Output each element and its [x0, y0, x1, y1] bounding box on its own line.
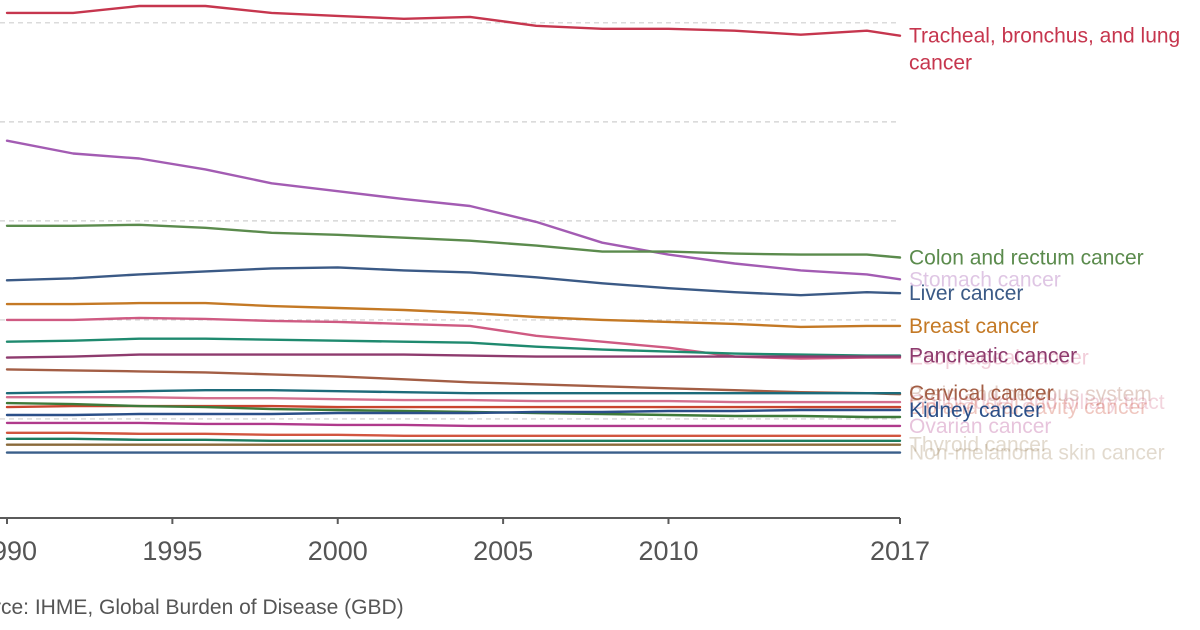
x-tick-label: 2010: [638, 536, 698, 566]
grid-lines: [0, 22, 900, 420]
series-line: [5, 4, 902, 37]
series-line: [5, 396, 902, 404]
series-label: Gallbladder and biliary tract: [909, 391, 1165, 414]
x-tick-label: 2017: [870, 536, 930, 566]
series-line: [5, 301, 902, 329]
series-label: Breast cancer: [909, 315, 1039, 338]
series-line: [5, 316, 902, 360]
series-line: [5, 408, 902, 417]
series-label: Non-melanoma skin cancer: [909, 442, 1165, 465]
series-label: Ovarian cancer: [909, 415, 1051, 438]
x-tick-label: 1990: [0, 536, 37, 566]
series-label: cancer: [909, 52, 972, 75]
series-line: [5, 353, 902, 359]
x-tick-label: 2005: [473, 536, 533, 566]
series-label: Cervical cancer: [909, 382, 1054, 405]
series-line: [5, 389, 902, 395]
series-label: Stomach cancer: [909, 268, 1061, 291]
series-line: [5, 223, 902, 259]
series-line: [5, 421, 902, 428]
source-note: rce: IHME, Global Burden of Disease (GBD…: [0, 596, 404, 619]
series-line: [5, 368, 902, 396]
series-line: [5, 437, 902, 442]
series-label: Kidney cancer: [909, 399, 1042, 422]
x-axis: 1990 1995 2000 2005 2010 2017: [0, 517, 930, 566]
x-tick-label: 2000: [308, 536, 368, 566]
series-label: Thyroid cancer: [909, 434, 1048, 457]
series-label: Liver cancer: [909, 282, 1023, 305]
series-label: Pancreatic cancer: [909, 345, 1077, 368]
series-line: [5, 266, 902, 297]
series-line: [5, 337, 902, 357]
series-label: Esophageal cancer: [909, 347, 1089, 370]
series-label: Colon and rectum cancer: [909, 247, 1144, 270]
series-lines: [5, 4, 902, 454]
series-line: [5, 431, 902, 437]
x-tick-label: 1995: [142, 536, 202, 566]
series-labels: Tracheal, bronchus, and lung cancer Stomac…: [909, 25, 1180, 465]
series-label: Tracheal, bronchus, and lung: [909, 25, 1180, 48]
series-line: [5, 139, 902, 281]
series-label: Brain and nervous system: [909, 383, 1152, 406]
series-label: Lip and oral cavity cancer: [909, 396, 1147, 419]
